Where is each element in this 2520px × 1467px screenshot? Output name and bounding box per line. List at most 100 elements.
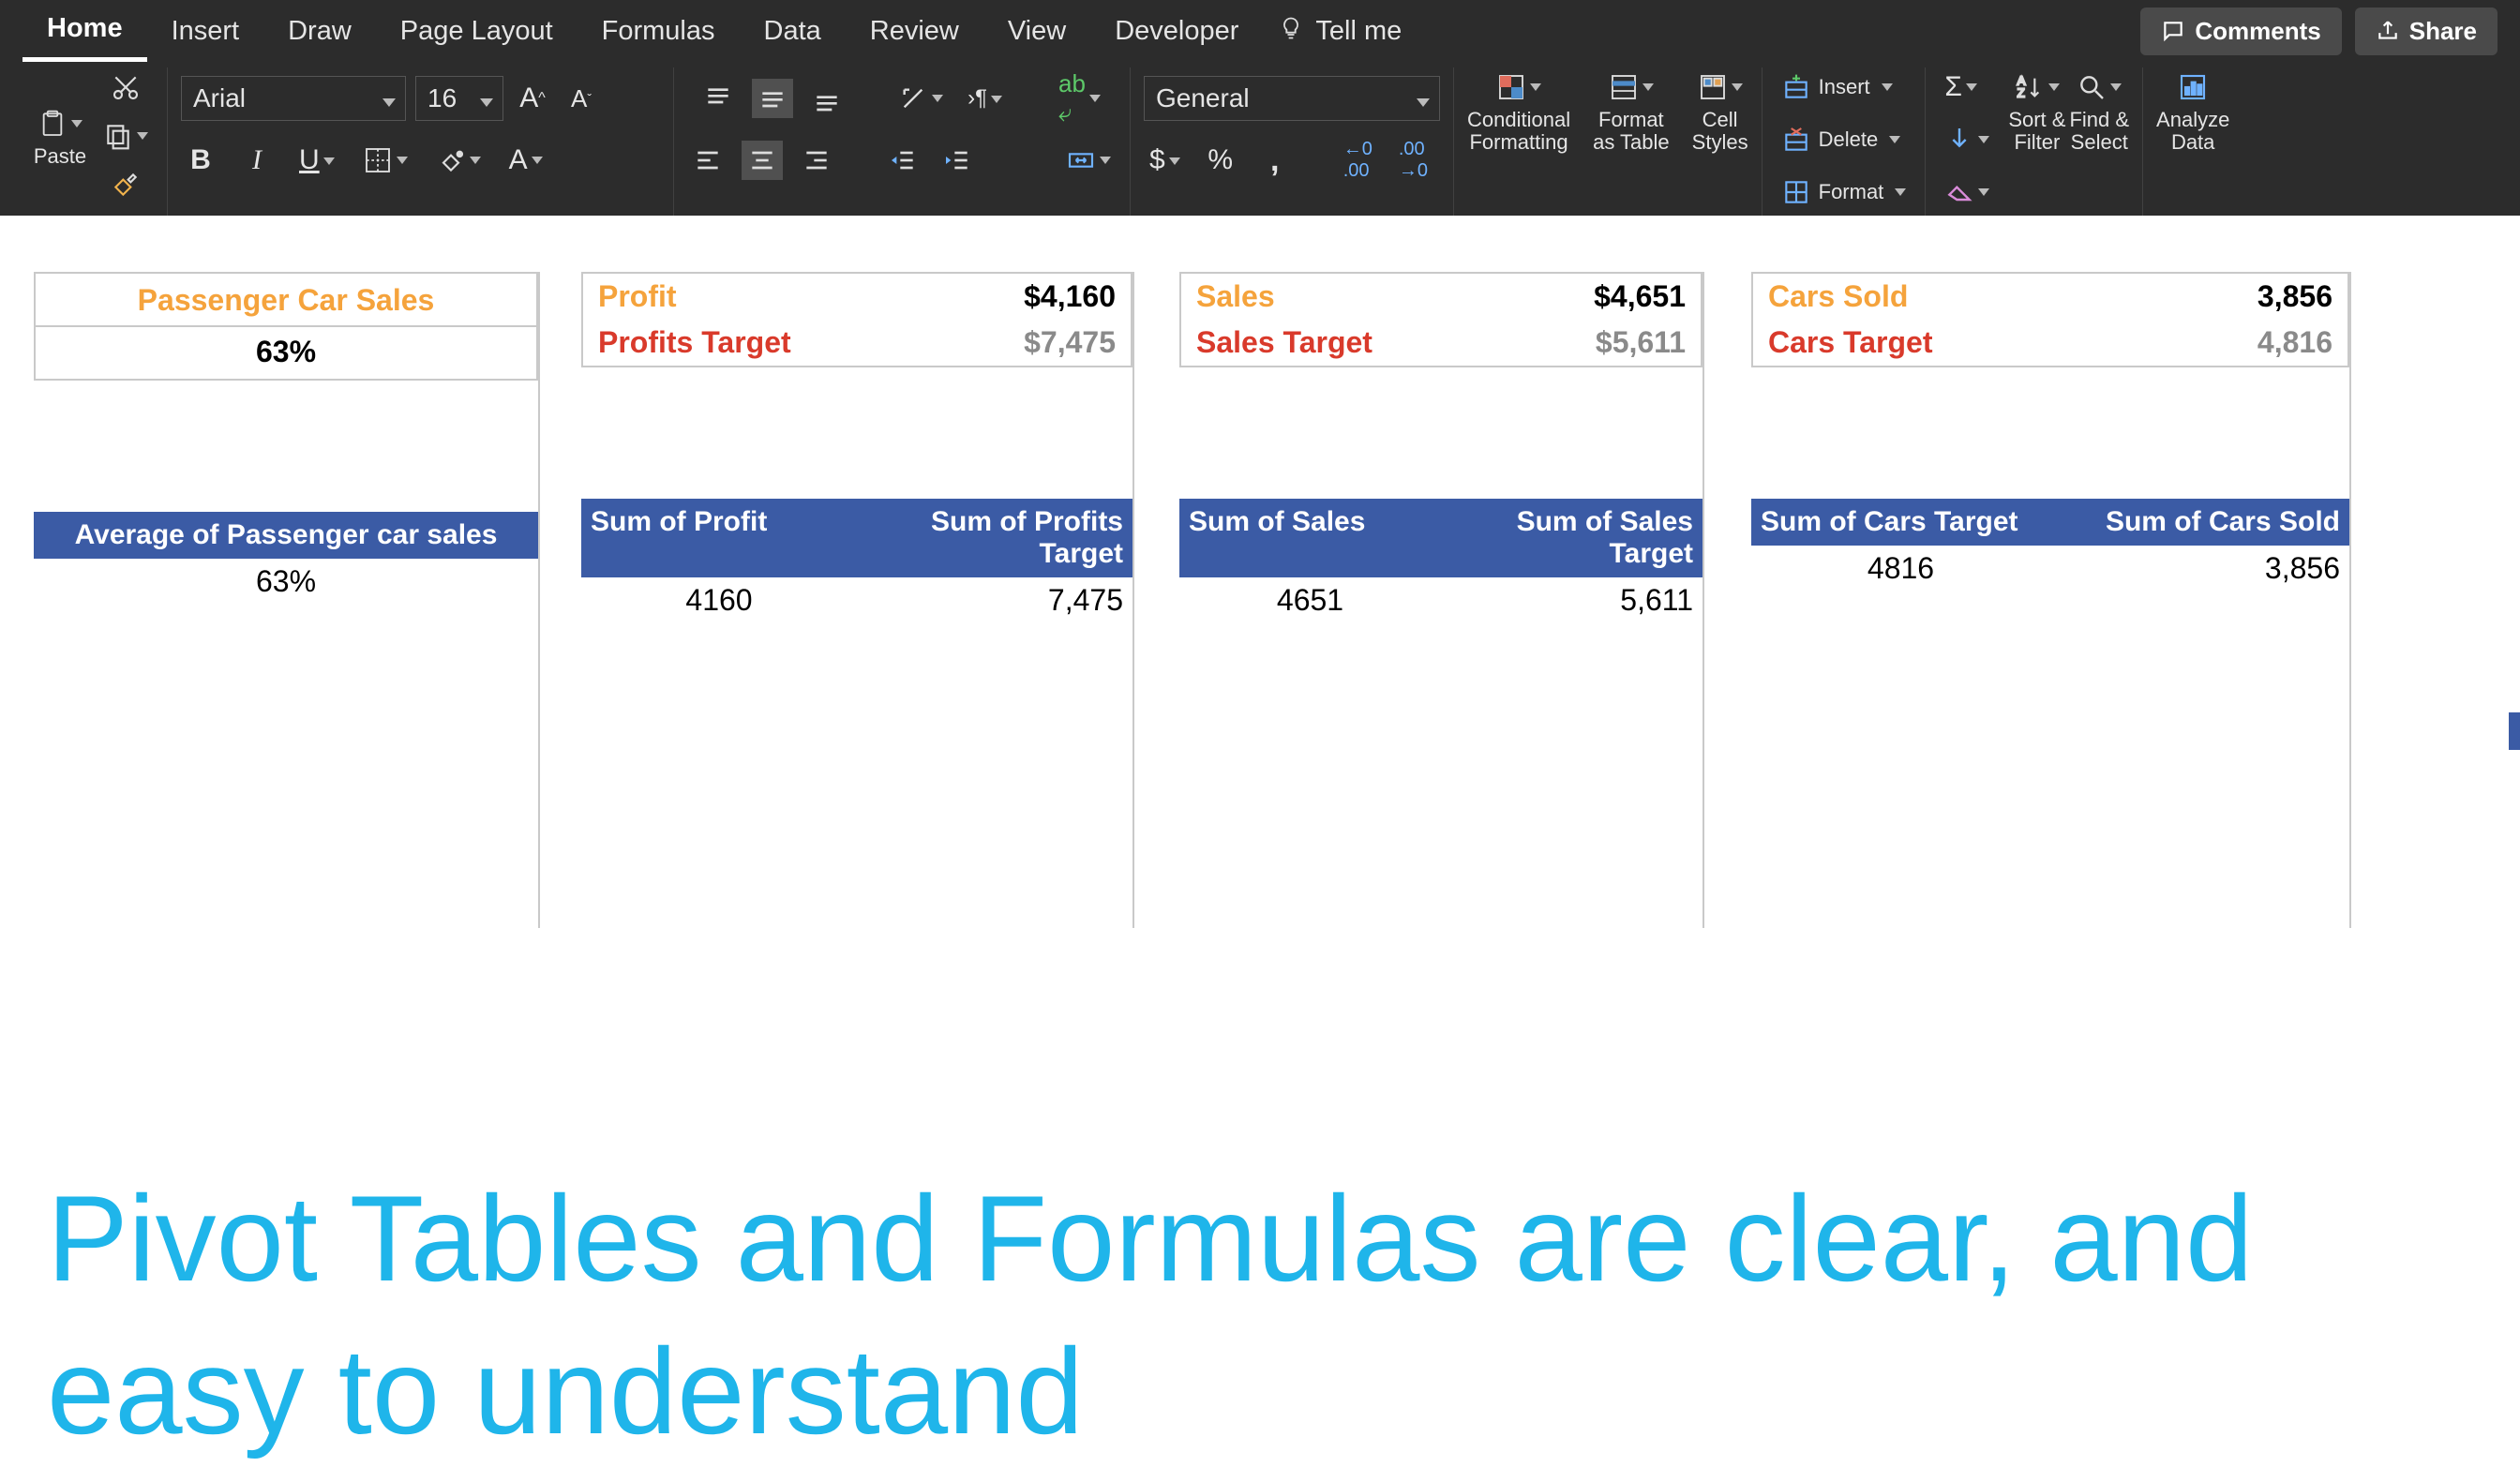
worksheet[interactable]: Passenger Car Sales 63% Average of Passe… bbox=[0, 216, 2520, 272]
pivot-value: 7,475 bbox=[857, 577, 1132, 623]
pivot-value: 3,856 bbox=[2050, 546, 2349, 591]
merge-center-button[interactable] bbox=[1060, 141, 1117, 180]
increase-font-button[interactable]: A^ bbox=[513, 79, 552, 118]
chevron-down-icon bbox=[991, 85, 1002, 112]
kpi-label: Profits Target bbox=[598, 325, 791, 360]
kpi-label: Cars Target bbox=[1768, 325, 1932, 360]
font-color-button[interactable]: A bbox=[503, 141, 548, 180]
number-format-select[interactable]: General bbox=[1144, 76, 1440, 121]
svg-text:Z: Z bbox=[2018, 86, 2025, 100]
styles-group: Conditional Formatting Format as Table C… bbox=[1454, 67, 1762, 216]
chevron-down-icon bbox=[1417, 83, 1430, 113]
kpi-box: Profit $4,160 Profits Target $7,475 bbox=[581, 272, 1132, 367]
format-painter-button[interactable] bbox=[105, 165, 146, 204]
share-button[interactable]: Share bbox=[2355, 7, 2498, 55]
tab-formulas[interactable]: Formulas bbox=[578, 3, 740, 60]
increase-indent-button[interactable] bbox=[937, 141, 978, 180]
pivot-header: Sum of Sales Sum of Sales Target bbox=[1179, 499, 1702, 577]
chevron-down-icon bbox=[470, 152, 481, 169]
fill-color-button[interactable] bbox=[430, 141, 487, 180]
percent-button[interactable]: % bbox=[1201, 141, 1240, 180]
insert-cells-button[interactable]: Insert bbox=[1776, 67, 1898, 107]
align-center-button[interactable] bbox=[742, 141, 783, 180]
chevron-down-icon bbox=[1889, 131, 1900, 148]
kpi-box: Passenger Car Sales 63% bbox=[34, 272, 538, 381]
autosum-button[interactable]: Σ bbox=[1939, 67, 1983, 107]
tab-draw[interactable]: Draw bbox=[263, 3, 376, 60]
kpi-label: Cars Sold bbox=[1768, 279, 1908, 314]
delete-cells-button[interactable]: Delete bbox=[1776, 120, 1907, 159]
borders-button[interactable] bbox=[357, 141, 413, 180]
currency-button[interactable]: $ bbox=[1144, 141, 1186, 180]
tab-view[interactable]: View bbox=[983, 3, 1090, 60]
format-as-table-button[interactable]: Format as Table bbox=[1593, 67, 1670, 154]
font-name-value: Arial bbox=[193, 83, 246, 113]
chevron-down-icon bbox=[1642, 79, 1654, 96]
tab-page-layout[interactable]: Page Layout bbox=[376, 3, 578, 60]
pivot-value: 4651 bbox=[1179, 577, 1441, 623]
clear-button[interactable] bbox=[1939, 172, 1995, 212]
font-name-select[interactable]: Arial bbox=[181, 76, 406, 121]
decrease-indent-button[interactable] bbox=[882, 141, 923, 180]
chevron-down-icon bbox=[1895, 184, 1906, 201]
chevron-down-icon bbox=[137, 127, 148, 144]
decrease-font-button[interactable]: Aˇ bbox=[562, 79, 601, 118]
tab-home[interactable]: Home bbox=[22, 0, 147, 62]
fill-button[interactable] bbox=[1939, 120, 1995, 159]
pivot-table: Average of Passenger car sales 63% bbox=[34, 512, 538, 605]
pivot-col-header: Sum of Profit bbox=[581, 499, 857, 577]
italic-button[interactable]: I bbox=[237, 141, 277, 180]
align-middle-button[interactable] bbox=[752, 79, 793, 118]
analyze-group: Analyze Data bbox=[2143, 67, 2242, 216]
paste-label: Paste bbox=[34, 145, 86, 168]
kpi-value: $4,651 bbox=[1594, 279, 1686, 314]
orientation-button[interactable] bbox=[892, 79, 949, 118]
find-select-button[interactable]: Find & Select bbox=[2069, 67, 2129, 154]
decrease-decimal-button[interactable]: .00→0 bbox=[1393, 141, 1433, 180]
tab-review[interactable]: Review bbox=[846, 3, 983, 60]
cell-styles-button[interactable]: Cell Styles bbox=[1692, 67, 1748, 154]
sort-filter-button[interactable]: AZ Sort & Filter bbox=[2008, 67, 2065, 154]
tab-developer[interactable]: Developer bbox=[1090, 3, 1263, 60]
kpi-value: 63% bbox=[36, 327, 536, 379]
tab-insert[interactable]: Insert bbox=[147, 3, 264, 60]
text-direction-button[interactable]: ›¶ bbox=[962, 79, 1008, 118]
chevron-down-icon bbox=[480, 83, 493, 113]
pivot-value: 63% bbox=[34, 559, 538, 605]
pivot-header: Sum of Cars Target Sum of Cars Sold bbox=[1751, 499, 2349, 546]
align-left-button[interactable] bbox=[687, 141, 728, 180]
share-label: Share bbox=[2409, 17, 2477, 46]
copy-button[interactable] bbox=[98, 116, 154, 156]
chevron-down-icon bbox=[1100, 152, 1111, 169]
comma-style-button[interactable]: , bbox=[1255, 141, 1295, 180]
align-top-button[interactable] bbox=[698, 79, 739, 118]
format-cells-button[interactable]: Format bbox=[1776, 172, 1912, 212]
comments-button[interactable]: Comments bbox=[2140, 7, 2341, 55]
kpi-value: 3,856 bbox=[2258, 279, 2332, 314]
chevron-down-icon bbox=[397, 152, 408, 169]
tab-data[interactable]: Data bbox=[740, 3, 846, 60]
align-bottom-button[interactable] bbox=[806, 79, 848, 118]
analyze-data-button[interactable]: Analyze Data bbox=[2156, 67, 2229, 154]
increase-decimal-button[interactable]: ←0.00 bbox=[1338, 141, 1378, 180]
kpi-value: 4,816 bbox=[2258, 325, 2332, 360]
font-size-select[interactable]: 16 bbox=[415, 76, 503, 121]
tell-me-label: Tell me bbox=[1315, 16, 1402, 47]
comments-label: Comments bbox=[2195, 17, 2320, 46]
cells-group: Insert Delete Format bbox=[1762, 67, 1927, 216]
align-right-button[interactable] bbox=[796, 141, 837, 180]
chevron-down-icon bbox=[1732, 79, 1743, 96]
kpi-panel-sales: Sales $4,651 Sales Target $5,611 Sum of … bbox=[1179, 272, 1704, 928]
conditional-formatting-button[interactable]: Conditional Formatting bbox=[1467, 67, 1570, 154]
tell-me[interactable]: Tell me bbox=[1263, 15, 1402, 48]
bold-button[interactable]: B bbox=[181, 141, 220, 180]
paste-button[interactable] bbox=[32, 104, 88, 143]
chevron-down-icon bbox=[2048, 79, 2060, 96]
kpi-label: Sales bbox=[1196, 279, 1275, 314]
chevron-down-icon bbox=[1089, 90, 1101, 107]
wrap-text-button[interactable]: ab⤶ bbox=[1053, 79, 1106, 118]
underline-button[interactable]: U bbox=[293, 141, 340, 180]
pivot-col-header: Sum of Profits Target bbox=[857, 499, 1132, 577]
editing-group: Σ AZ Sort & Filter Find & Select bbox=[1926, 67, 2143, 216]
cut-button[interactable] bbox=[105, 67, 146, 107]
